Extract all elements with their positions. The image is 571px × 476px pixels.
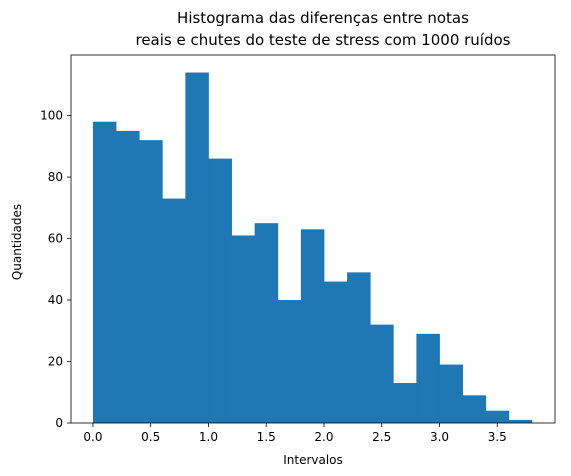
histogram-bar: [185, 72, 209, 424]
histogram-bar: [462, 395, 487, 423]
histogram-bar: [92, 121, 117, 424]
y-tick-label: 100: [40, 109, 63, 123]
x-tick-label: 1.5: [257, 430, 276, 444]
plot-frame: [70, 54, 556, 424]
histogram-bar: [416, 333, 440, 423]
y-tick-label: 80: [48, 170, 63, 184]
x-tick-label: 2.5: [372, 430, 391, 444]
x-tick-label: 3.5: [488, 430, 507, 444]
histogram-bar: [347, 272, 371, 423]
histogram-bar: [231, 235, 256, 423]
y-tick-label: 40: [48, 293, 63, 307]
x-tick-label: 2.0: [314, 430, 333, 444]
y-tick-label: 20: [48, 355, 63, 369]
histogram-bar: [139, 140, 163, 424]
x-tick-label: 1.0: [199, 430, 218, 444]
y-tick-label: 60: [48, 232, 63, 246]
chart-title-line-2: reais e chutes do teste de stress com 10…: [135, 31, 510, 49]
axes-group: 0.0 0.5 1.0 1.5 2.0 2.5 3.0 3.5 0 20 40 60 80 100: [40, 54, 556, 444]
x-axis-label: Intervalos: [283, 453, 343, 467]
histogram-bar: [300, 229, 325, 423]
histogram-bar: [208, 158, 232, 423]
x-tick-label: 3.0: [430, 430, 449, 444]
x-tick-label: 0.5: [141, 430, 160, 444]
histogram-bar: [162, 198, 186, 423]
histogram-bar: [323, 281, 348, 423]
chart-title-line-1: Histograma das diferenças entre notas: [177, 9, 469, 27]
y-axis-label: Quantidades: [10, 204, 24, 280]
histogram-bar: [254, 223, 279, 423]
histogram-bar: [116, 130, 140, 423]
y-tick-label: 0: [55, 416, 63, 430]
histogram-bar: [508, 419, 533, 423]
histogram-bar: [277, 300, 302, 423]
x-tick-label: 0.0: [83, 430, 102, 444]
bars-group: [92, 72, 533, 424]
histogram-bar: [393, 383, 417, 423]
histogram-bar: [485, 410, 510, 423]
histogram-bar: [370, 324, 394, 423]
histogram-bar: [439, 364, 463, 423]
